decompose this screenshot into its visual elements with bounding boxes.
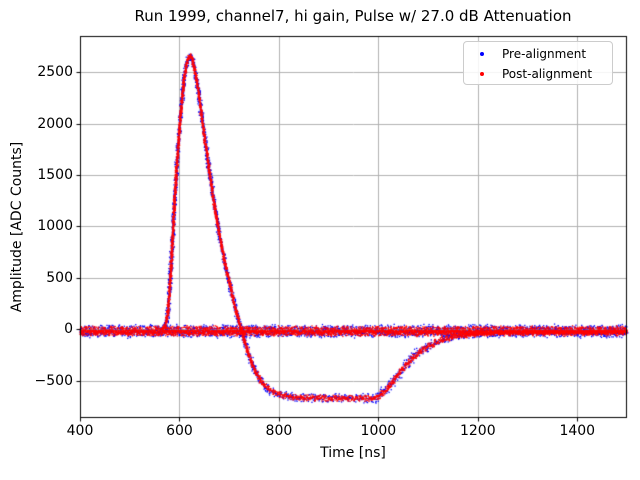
legend-item-post-alignment: Post-alignment: [464, 64, 612, 84]
x-tick-label: 1000: [360, 423, 397, 439]
y-tick-label: 0: [64, 321, 73, 338]
x-tick-label: 600: [166, 423, 193, 439]
y-tick-label: 500: [46, 269, 73, 286]
legend-label-pre-alignment: Pre-alignment: [502, 47, 587, 61]
y-tick-label: 2500: [37, 64, 73, 81]
legend-label-post-alignment: Post-alignment: [502, 67, 593, 81]
x-tick-label: 1400: [559, 423, 596, 439]
chart-title: Run 1999, channel7, hi gain, Pulse w/ 27…: [134, 7, 572, 25]
x-axis-label: Time [ns]: [320, 445, 386, 461]
post-alignment-dot-icon: [480, 72, 484, 76]
x-tick-label: 1200: [459, 423, 496, 439]
x-tick-label: 800: [265, 423, 293, 439]
y-tick-label: −500: [34, 372, 73, 389]
y-tick-label: 1000: [37, 218, 73, 235]
legend: Pre-alignment Post-alignment: [463, 41, 613, 85]
legend-item-pre-alignment: Pre-alignment: [464, 44, 612, 64]
pre-alignment-dot-icon: [480, 52, 484, 56]
y-tick-label: 1500: [37, 167, 73, 183]
x-tick-label: 400: [66, 423, 94, 439]
y-tick-label: 2000: [37, 115, 73, 132]
